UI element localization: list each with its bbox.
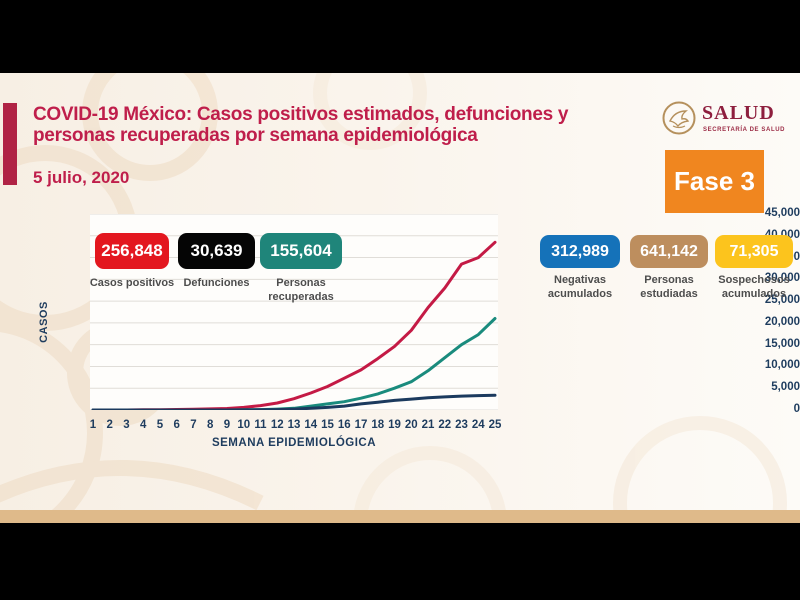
x-axis-tick-label: 7: [190, 419, 197, 431]
x-axis-tick-label: 14: [304, 419, 318, 431]
x-axis-tick-label: 11: [254, 419, 267, 431]
x-axis-tick-label: 25: [488, 419, 502, 431]
x-axis-tick-label: 15: [321, 419, 334, 431]
x-axis-tick-label: 22: [438, 419, 452, 431]
stat-pill-sospechosos-acumulados: 71,305: [715, 235, 793, 268]
stat-caption-line: Casos positivos: [89, 277, 175, 289]
stat-caption-line: acumulados: [721, 288, 787, 300]
stat-caption: Personas estudiadas: [614, 273, 724, 301]
x-axis-tick-label: 24: [471, 419, 485, 431]
eagle-emblem-icon: [662, 101, 696, 135]
x-axis-tick-label: 13: [287, 419, 301, 431]
page-title: COVID-19 México: Casos positivos estimad…: [33, 104, 633, 146]
stat-pill-casos-positivos: 256,848: [95, 233, 169, 269]
stat-caption-line: estudiadas: [640, 288, 698, 300]
stat-value: 30,639: [190, 241, 243, 260]
x-axis-tick-label: 4: [140, 419, 147, 431]
x-axis-tick-label: 20: [404, 419, 418, 431]
title-line2: personas recuperadas por semana epidemio…: [33, 125, 478, 146]
y-axis-tick-label: 15,000: [764, 337, 800, 350]
title-accent-bar: [3, 103, 17, 185]
x-axis-tick-label: 3: [123, 419, 130, 431]
x-axis-tick-label: 5: [156, 419, 164, 431]
x-axis-tick-label: 21: [421, 419, 435, 431]
stat-value: 312,989: [551, 242, 609, 260]
letterbox-top: [0, 0, 800, 73]
y-axis-tick-label: 30,000: [764, 272, 800, 285]
stat-pill-personas-recuperadas: 155,604: [260, 233, 342, 269]
x-axis-tick-label: 19: [388, 419, 401, 431]
stat-pill-negativas-acumulados: 312,989: [540, 235, 620, 268]
stat-pill-personas-estudiadas: 641,142: [630, 235, 708, 268]
x-axis-tick-label: 6: [173, 419, 180, 431]
x-axis-tick-label: 1: [89, 419, 97, 431]
y-axis-tick-label: 0: [793, 403, 800, 415]
stat-value: 641,142: [640, 242, 698, 260]
stat-caption-line: Sospechosos: [718, 274, 790, 286]
stat-value: 71,305: [729, 242, 779, 260]
logo-subtitle: SECRETARÍA DE SALUD: [703, 127, 786, 133]
stat-caption: Casos positivos: [77, 276, 187, 290]
series-line-defunciones: [91, 393, 497, 410]
x-axis-tick-label: 23: [455, 419, 468, 431]
x-axis-tick-label: 10: [237, 419, 251, 431]
x-axis-tick-label: 9: [223, 419, 231, 431]
x-axis-title: SEMANA EPIDEMIOLÓGICA: [211, 437, 377, 449]
x-axis-tick-label: 16: [337, 419, 351, 431]
stat-caption-line: Defunciones: [183, 277, 250, 289]
y-axis-tick-label: 5,000: [771, 381, 800, 394]
stat-pill-defunciones: 30,639: [178, 233, 255, 269]
letterbox-bottom: [0, 523, 800, 600]
x-axis-tick-label: 18: [371, 419, 385, 431]
report-date: 5 julio, 2020: [33, 168, 130, 187]
logo-wordmark: SALUD: [702, 102, 775, 124]
stat-value: 155,604: [270, 241, 332, 260]
slide-background: COVID-19 México: Casos positivos estimad…: [0, 73, 800, 510]
stat-caption-line: acumulados: [547, 288, 613, 300]
x-axis-tick-label: 8: [207, 419, 214, 431]
stat-caption: Sospechosos acumulados: [699, 273, 800, 301]
phase-badge-label: Fase 3: [674, 166, 755, 196]
x-axis-tick-label: 2: [106, 419, 113, 431]
y-axis-tick-label: 25,000: [764, 294, 800, 307]
stat-caption: Personas recuperadas: [246, 276, 356, 304]
y-axis-tick-label: 10,000: [764, 359, 800, 372]
stat-caption-line: recuperadas: [268, 291, 334, 303]
y-axis-tick-label: 45,000: [764, 207, 800, 219]
stat-caption: Negativas acumulados: [525, 273, 635, 301]
stat-caption: Defunciones: [162, 276, 272, 290]
y-axis-tick-label: 20,000: [764, 315, 800, 328]
stat-caption-line: Personas: [644, 274, 694, 286]
phase-badge: Fase 3: [665, 150, 764, 213]
stat-value: 256,848: [101, 241, 163, 260]
title-line1: COVID-19 México: Casos positivos estimad…: [33, 104, 569, 125]
stat-caption-line: Personas: [276, 277, 326, 289]
x-axis-tick-label: 17: [354, 419, 368, 431]
x-axis-tick-label: 12: [270, 419, 284, 431]
y-axis-title: CASOS: [38, 301, 50, 343]
salud-logo: SALUD SECRETARÍA DE SALUD: [662, 100, 792, 138]
footer-accent-band: [0, 510, 800, 523]
stat-caption-line: Negativas: [554, 274, 606, 286]
